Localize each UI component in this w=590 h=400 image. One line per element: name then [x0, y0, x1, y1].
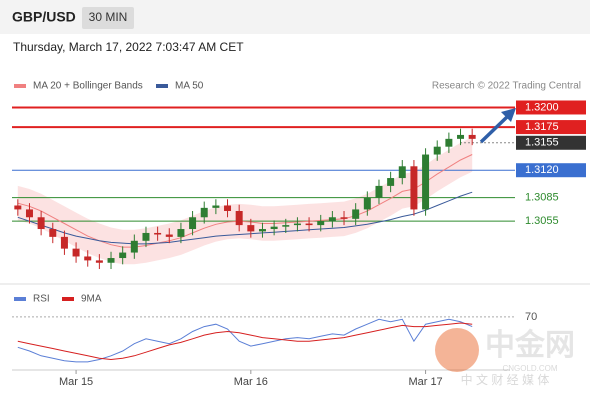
candle-body: [352, 209, 360, 219]
level-box: [516, 163, 586, 178]
level-label: 1.3200: [525, 101, 559, 113]
arrow: [479, 114, 510, 144]
watermark-logo: [435, 328, 479, 372]
candle-body: [317, 221, 325, 226]
candle-body: [258, 229, 266, 232]
candle-body: [224, 205, 232, 211]
legend-label: MA 50: [175, 81, 204, 92]
legend-label: 9MA: [81, 294, 102, 305]
timeframe: 30 MIN: [89, 10, 128, 24]
candle-body: [142, 232, 150, 241]
timestamp: Thursday, March 17, 2022 7:03:47 AM CET: [13, 40, 244, 54]
watermark-brand: 中金网: [485, 328, 575, 362]
candle-body: [189, 217, 197, 230]
candle-body: [422, 154, 430, 210]
candle-body: [328, 217, 336, 222]
rsi-line: [17, 318, 473, 363]
bollinger-band: [17, 137, 473, 265]
legend-label: RSI: [33, 294, 50, 305]
candle-body: [282, 225, 290, 227]
candle-body: [107, 258, 115, 263]
watermark-site: CNGOLD.COM: [502, 364, 557, 373]
rsi-line: [17, 322, 473, 361]
credit: Research © 2022 Trading Central: [432, 81, 581, 92]
ma-line: [17, 154, 473, 248]
candle-body: [25, 209, 33, 218]
ma-line: [17, 191, 473, 245]
candle-body: [49, 229, 57, 237]
x-tick-label: Mar 17: [408, 376, 442, 388]
candle-body: [130, 240, 138, 253]
candle-body: [14, 205, 22, 210]
level-box: [516, 135, 586, 150]
candle-body: [270, 226, 278, 230]
candle-body: [72, 248, 80, 257]
symbol: GBP/USD: [12, 9, 76, 25]
candle-body: [375, 185, 383, 198]
level-box: [516, 100, 586, 115]
candle-body: [445, 138, 453, 147]
candle-body: [410, 166, 418, 210]
legend-label: MA 20 + Bollinger Bands: [33, 81, 143, 92]
level-label: 1.3055: [525, 215, 559, 227]
y-tick-label: 70: [525, 311, 537, 323]
candle-body: [60, 236, 68, 249]
candle-body: [165, 234, 173, 237]
candle-body: [37, 217, 45, 230]
candle-body: [84, 256, 92, 261]
candle-body: [200, 207, 208, 218]
level-label: 1.3085: [525, 192, 559, 204]
candle-body: [212, 205, 220, 208]
candle-body: [119, 252, 127, 259]
candle-body: [177, 229, 185, 237]
candle-body: [457, 134, 465, 139]
level-box: [516, 120, 586, 135]
candle-body: [95, 260, 103, 263]
candle-body: [398, 166, 406, 179]
candle-body: [247, 225, 255, 232]
level-label: 1.3155: [525, 137, 559, 149]
candle-body: [305, 223, 313, 226]
candle-body: [235, 210, 243, 226]
x-tick-label: Mar 16: [234, 376, 268, 388]
candle-body: [387, 178, 395, 186]
candle-body: [363, 197, 371, 210]
candle-body: [154, 232, 162, 235]
arrow-head: [501, 108, 516, 122]
x-tick-label: Mar 15: [59, 376, 93, 388]
watermark-tagline: 中 文 财 经 媒 体: [461, 372, 550, 387]
candle-body: [340, 217, 348, 219]
level-label: 1.3120: [525, 164, 559, 176]
candle-body: [293, 223, 301, 226]
level-label: 1.3175: [525, 121, 559, 133]
timeframe-box: [82, 7, 134, 29]
candle-body: [468, 134, 476, 139]
watermark: 中金网 CNGOLD.COM 中 文 财 经 媒 体: [435, 328, 575, 387]
candle-body: [433, 146, 441, 155]
